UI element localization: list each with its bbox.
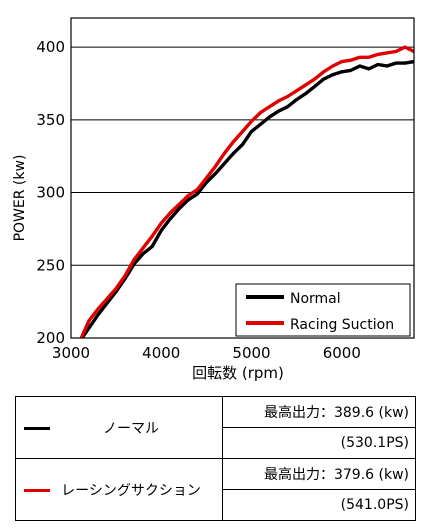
series-layer	[79, 45, 414, 338]
y-tick-labels: 200 250 300 350 400	[36, 38, 65, 347]
legend-box	[235, 283, 411, 337]
name-normal: ノーマル	[103, 420, 159, 437]
swatch-racing	[24, 488, 50, 492]
y-tick-label: 300	[36, 184, 65, 202]
x-tick-label: 4000	[142, 344, 180, 362]
y-axis-label: POWER (kw)	[12, 155, 28, 242]
power-chart: 200 250 300 350 400 3000 4000 5000 6000 POWER (…	[12, 17, 415, 382]
name-cell-racing: レーシングサクション	[15, 458, 223, 521]
x-tick-label: 6000	[323, 344, 361, 362]
table-row-racing: レーシングサクション 最高出力：379.6 (kw)	[15, 458, 416, 521]
table-row-normal: ノーマル 最高出力：389.6 (kw)	[15, 396, 416, 459]
power-normal: 最高出力：389.6 (kw)	[222, 396, 416, 428]
y-tick-label: 200	[36, 329, 65, 347]
legend: Normal Racing Suction	[235, 283, 411, 337]
x-axis-label: 回転数 (rpm)	[192, 364, 284, 382]
spec-table: ノーマル 最高出力：389.6 (kw) (530.1PS) レーシングサクショ…	[15, 396, 416, 521]
name-cell-normal: ノーマル	[15, 396, 223, 459]
legend-label-racing: Racing Suction	[290, 317, 394, 333]
plot-frame	[70, 17, 415, 339]
x-tick-label: 3000	[52, 344, 90, 362]
name-racing: レーシングサクション	[61, 482, 201, 499]
power-racing: 最高出力：379.6 (kw)	[222, 458, 416, 490]
y-tick-label: 350	[36, 111, 65, 129]
x-tick-labels: 3000 4000 5000 6000	[52, 344, 361, 362]
table-row-racing-ps: (541.0PS)	[16, 489, 416, 521]
series-line-0	[79, 59, 414, 338]
x-tick-label: 5000	[232, 344, 270, 362]
y-tick-label: 250	[36, 256, 65, 274]
ps-racing: (541.0PS)	[222, 489, 416, 521]
ps-normal: (530.1PS)	[222, 427, 416, 459]
series-line-1	[79, 45, 414, 338]
table-row-normal-ps: (530.1PS)	[16, 427, 416, 459]
legend-label-normal: Normal	[290, 291, 341, 307]
y-tick-label: 400	[36, 38, 65, 56]
swatch-normal	[24, 426, 50, 430]
